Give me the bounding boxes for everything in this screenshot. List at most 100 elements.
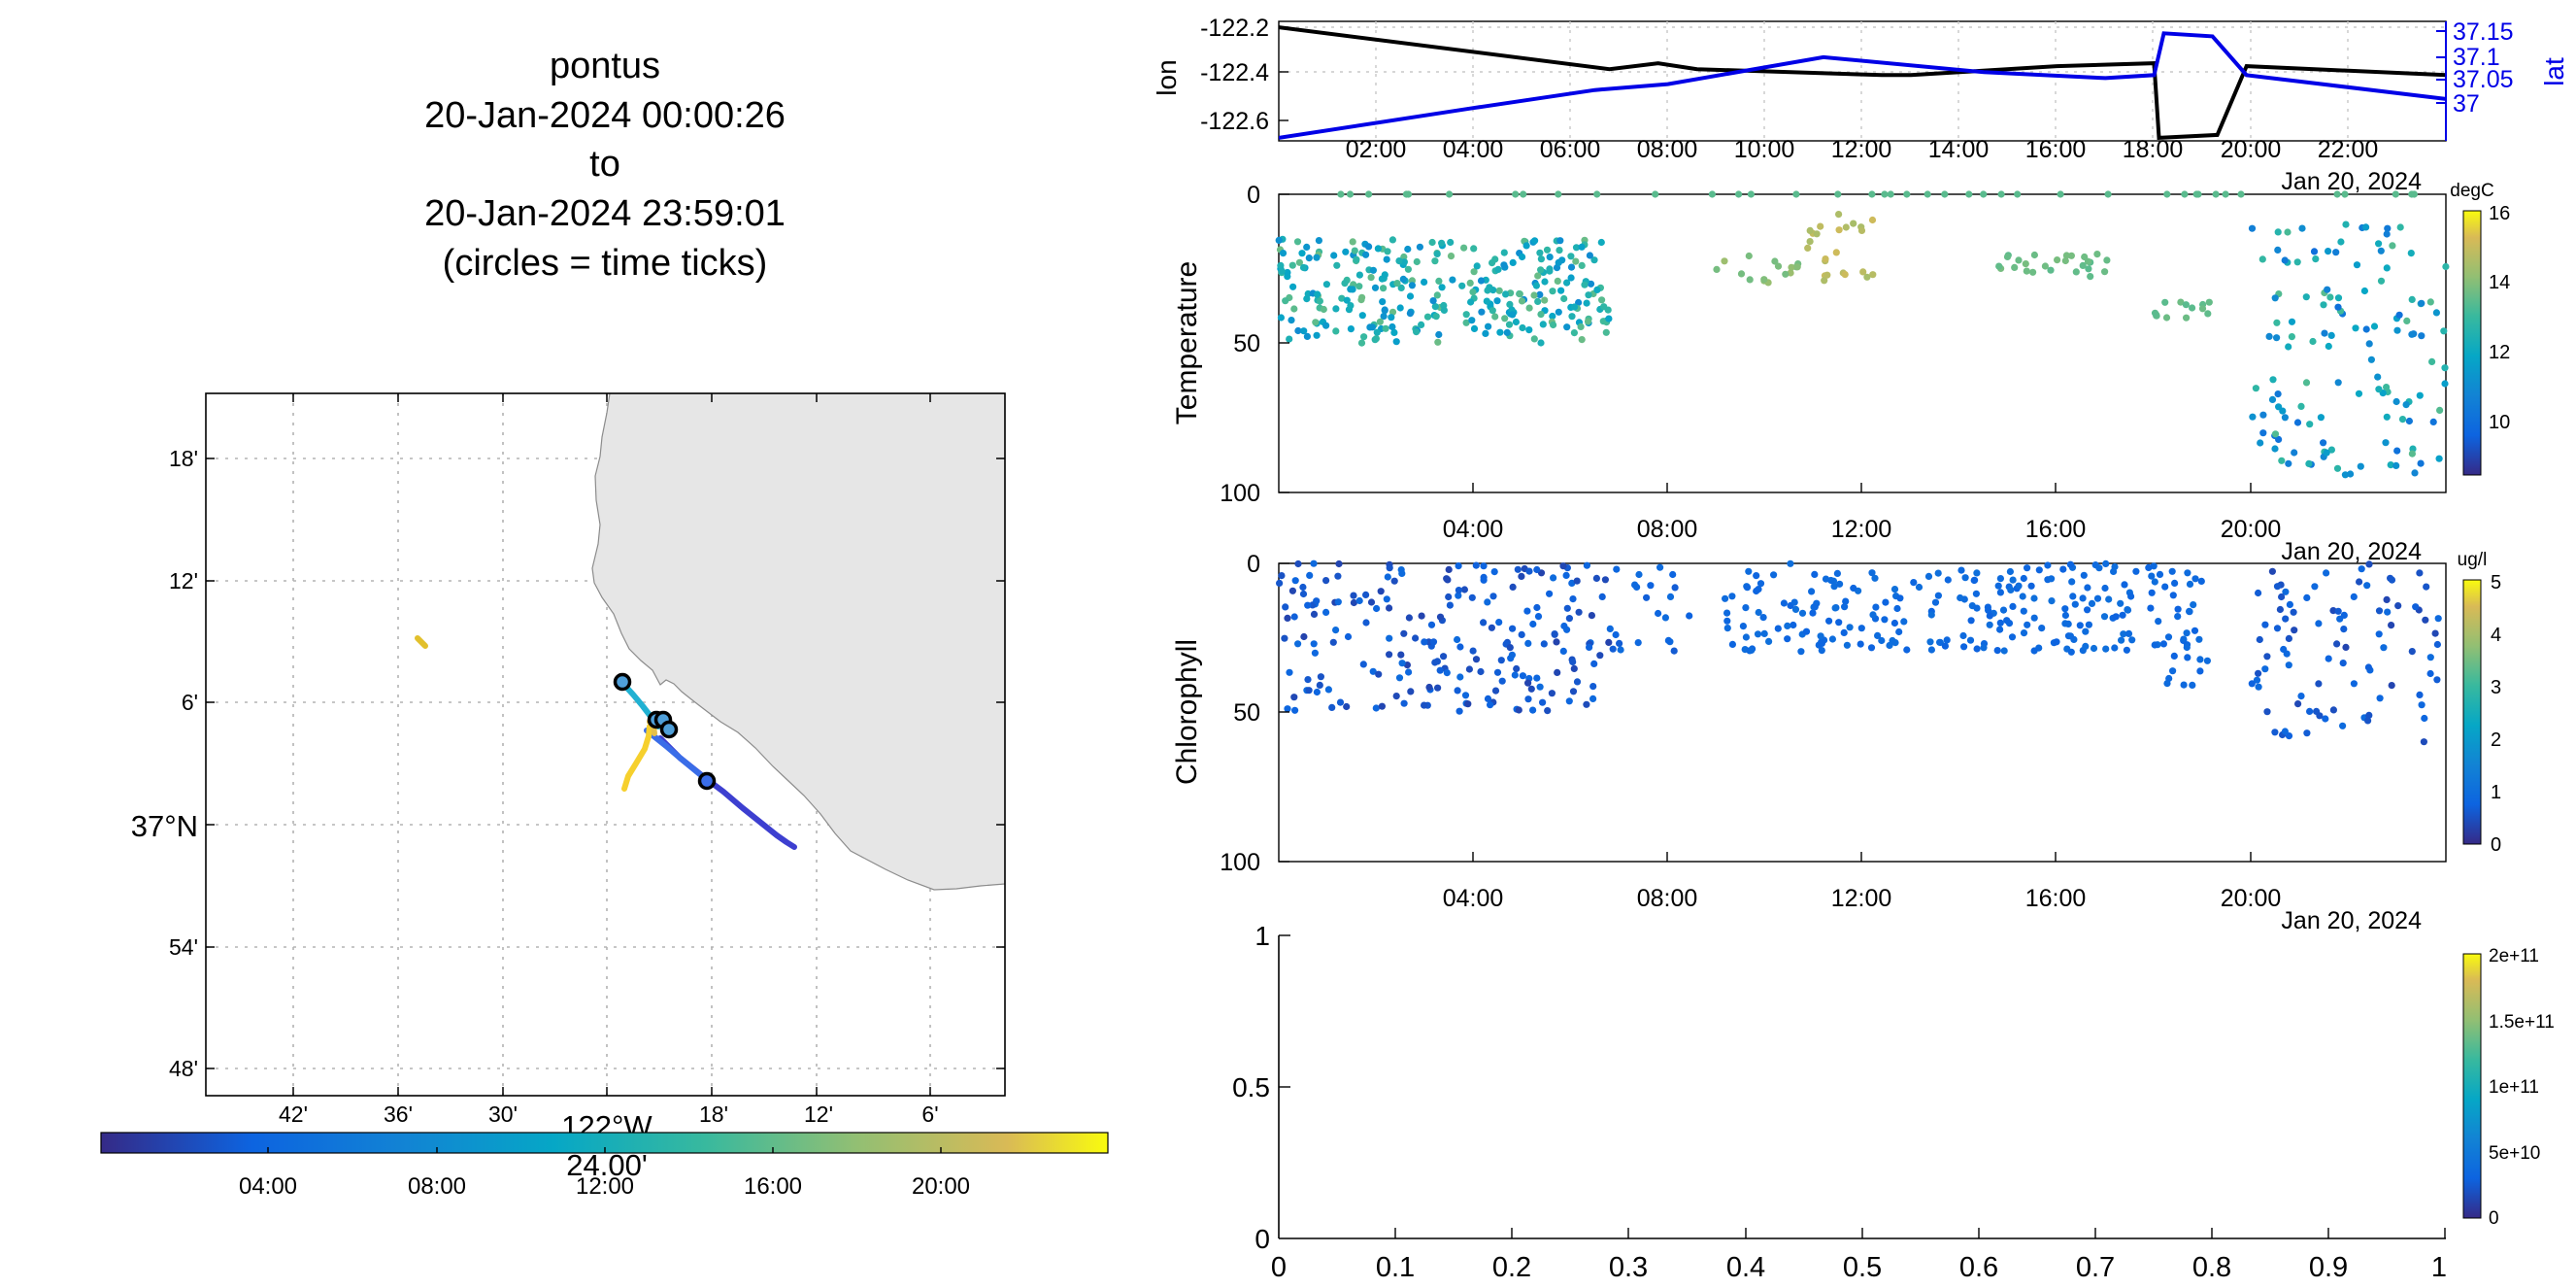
temperature-point [1338,294,1346,302]
chlorophyll-point [1553,638,1560,646]
temperature-point [1275,236,1283,244]
chlorophyll-point [2433,640,2441,649]
temperature-point [2189,304,2196,312]
temperature-point [1447,238,1455,247]
chlorophyll-point [1465,665,1473,673]
chlorophyll-point [1973,604,1981,612]
chlorophyll-point [2323,569,2330,577]
temperature-point [1358,293,1366,301]
temperature-point [1543,246,1552,254]
temperature-point [1585,291,1592,299]
temperature-point [1881,190,1889,198]
temperature-point [2269,376,2277,384]
chlorophyll-point [2121,581,2128,589]
chlorophyll-point [2278,593,2286,601]
temperature-point [2347,470,2355,478]
chlorophyll-point [2434,615,2442,623]
temperature-point [2151,309,2159,317]
chlorophyll-point [1890,619,1898,627]
chlorophyll-point [1291,577,1299,585]
chlorophyll-point [1592,574,1600,583]
temperature-point [1478,308,1486,316]
temperature-point [2327,446,2335,454]
temperature-point [2041,262,2049,270]
chlorophyll-point [2384,608,2392,616]
chlorophyll-point [1310,610,1319,619]
chlorophyll-colorbar-tick: 0 [2491,834,2501,856]
chlorophyll-point [1527,685,1535,693]
chlorophyll-point [2388,576,2396,584]
chlorophyll-point [2111,562,2119,571]
chlorophyll-point [2080,571,2088,579]
temperature-xtick: 04:00 [1443,516,1504,543]
temperature-point [1470,268,1478,276]
chlorophyll-point [2268,567,2276,575]
chlorophyll-point [2416,691,2424,699]
chlorophyll-point [1590,660,1598,668]
chlorophyll-point [1655,609,1662,618]
temperature-point [2101,268,2109,276]
chlorophyll-panel: 0 50 100 Chlorophyll 04:00 08:00 12:00 1… [1171,550,2501,934]
chlorophyll-point [1288,587,1296,594]
temperature-point [2274,390,2282,398]
chlorophyll-point [1310,559,1318,567]
temperature-point [2362,223,2370,231]
temperature-ytick: 50 [1233,330,1260,357]
chlorophyll-point [2356,578,2363,586]
temperature-point [2367,356,2375,363]
chlorophyll-point [2048,575,2056,583]
temperature-point [2382,439,2390,447]
time-colorbar-tick: 08:00 [408,1173,466,1200]
temperature-point [1997,190,2005,198]
chlorophyll-point [1589,695,1597,703]
empty-xtick: 0.2 [1492,1252,1531,1283]
chlorophyll-point [1480,619,1488,627]
chlorophyll-point [1278,572,1286,580]
temperature-point [2281,414,2289,422]
temperature-point [1379,298,1387,306]
chlorophyll-point [2095,564,2103,572]
chlorophyll-point [1895,627,1903,636]
chlorophyll-point [1548,690,1556,697]
temperature-point [1567,263,1576,271]
chlorophyll-point [2315,680,2323,688]
chlorophyll-point [1412,634,1420,642]
temperature-point [2057,190,2064,198]
temperature-point [2429,418,2437,425]
chlorophyll-point [1966,636,1975,644]
chlorophyll-point [1944,576,1952,584]
chlorophyll-point [1790,598,1798,606]
chlorophyll-point [1573,678,1582,686]
temperature-point [1462,319,1470,326]
chlorophyll-point [1797,648,1805,656]
temperature-point [1536,290,1544,298]
chlorophyll-point [1896,594,1904,602]
temperature-point [1431,303,1439,311]
temperature-point [1842,223,1850,231]
chlorophyll-point [1322,577,1330,585]
chlorophyll-point [2365,711,2373,720]
chlorophyll-point [2184,654,2191,661]
chlorophyll-point [1841,603,1849,611]
chlorophyll-point [2253,676,2261,684]
temperature-point [1518,297,1526,305]
empty-xtick: 1 [2431,1252,2447,1283]
chlorophyll-point [1324,686,1332,694]
chlorophyll-point [2079,594,2087,602]
temperature-point [1316,297,1323,305]
chlorophyll-point [1598,593,1606,601]
chlorophyll-point [1790,621,1797,629]
chlorophyll-point [2082,627,2090,635]
temperature-point [1388,314,1395,322]
temperature-point [2398,416,2407,424]
temperature-point [1423,313,1432,321]
chlorophyll-point [1957,566,1965,574]
temperature-point [2310,248,2319,255]
chlorophyll-point [2064,620,2072,628]
temperature-point [2194,190,2202,198]
chlorophyll-point [1570,664,1578,673]
temperature-point [1293,238,1302,246]
chlorophyll-point [2261,621,2269,628]
chlorophyll-point [1286,668,1293,676]
temperature-point [2389,242,2396,250]
